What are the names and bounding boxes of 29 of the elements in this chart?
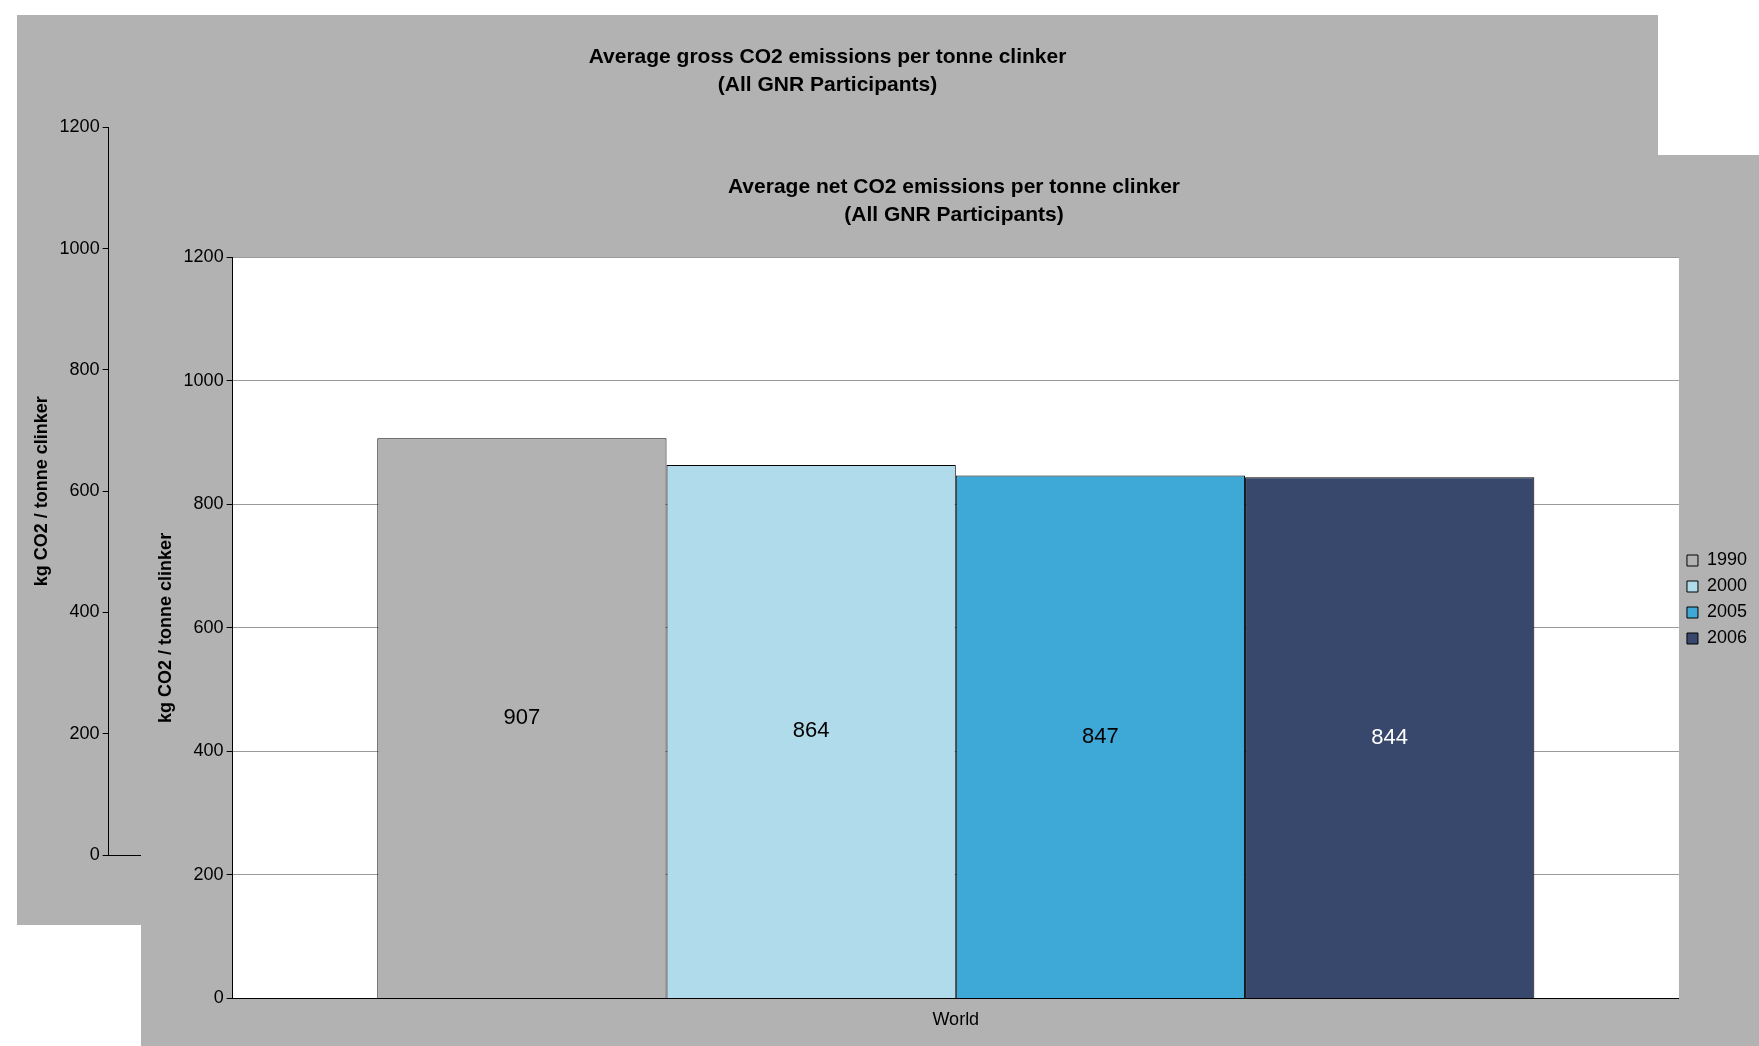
y-tick-label: 600 — [193, 616, 224, 637]
y-axis-title: kg CO2 / tonne clinker — [30, 396, 51, 587]
y-tick-label: 800 — [193, 493, 224, 514]
y-axis-title: kg CO2 / tonne clinker — [154, 532, 175, 723]
chart-subtitle: (All GNR Participants) — [844, 201, 1064, 225]
data-label: 907 — [503, 704, 541, 730]
chart-subtitle: (All GNR Participants) — [717, 71, 938, 95]
data-label: 844 — [1371, 723, 1409, 749]
data-label: 847 — [1082, 722, 1119, 748]
y-tick-label: 400 — [193, 740, 224, 761]
x-tick-label: World — [932, 1009, 980, 1030]
y-tick-label: 200 — [193, 863, 224, 884]
data-label: 864 — [792, 717, 830, 743]
chart-title: Average gross CO2 emissions per tonne clinker — [588, 44, 1067, 68]
chart-title: Average net CO2 emissions per tonne clinker — [727, 174, 1181, 198]
y-tick-label: 1000 — [183, 369, 224, 390]
y-tick-label: 1200 — [183, 246, 224, 267]
legend-label: 2000 — [1706, 575, 1747, 596]
y-tick-label: 0 — [89, 843, 100, 864]
y-tick-label: 1000 — [59, 237, 100, 258]
y-tick-label: 400 — [69, 601, 100, 622]
legend-label: 2005 — [1706, 601, 1747, 622]
y-tick-label: 600 — [69, 480, 100, 501]
y-tick-label: 1200 — [59, 116, 100, 137]
y-tick-label: 800 — [69, 358, 100, 379]
legend-label: 2006 — [1706, 627, 1747, 648]
y-tick-label: 0 — [213, 987, 224, 1008]
legend-label: 1990 — [1706, 549, 1747, 570]
y-tick-label: 200 — [69, 722, 100, 743]
